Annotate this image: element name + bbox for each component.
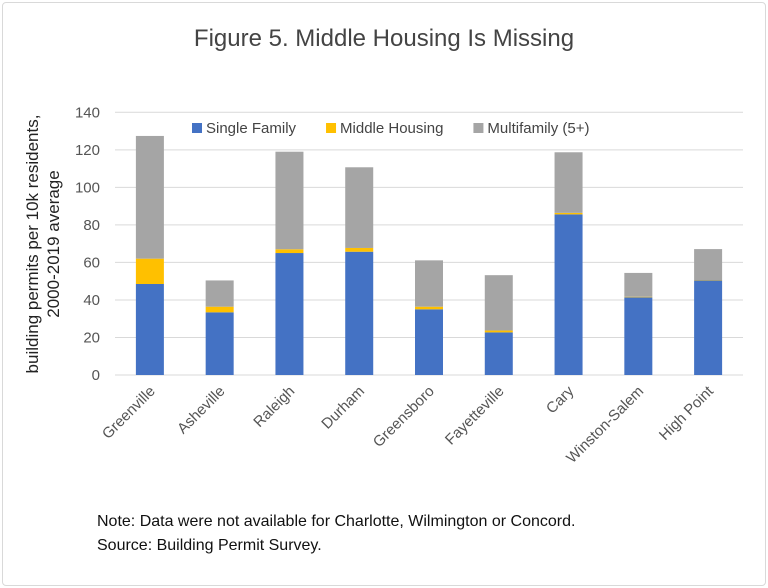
- y-tick-label: 100: [75, 179, 100, 196]
- y-tick-label: 40: [83, 292, 100, 309]
- bar-middle-housing-greensboro: [415, 306, 443, 310]
- bar-multifamily--cary: [554, 152, 583, 213]
- legend-label: Multifamily (5+): [487, 120, 589, 137]
- bar-middle-housing-raleigh: [275, 249, 304, 254]
- bar-multifamily--greensboro: [415, 260, 443, 307]
- x-tick-label: Fayetteville: [442, 383, 508, 449]
- legend-swatch: [473, 123, 484, 133]
- legend-label: Middle Housing: [340, 120, 443, 137]
- bar-single-family-greenville: [135, 283, 164, 375]
- y-tick-label: 0: [92, 367, 100, 384]
- x-tick-label: Greensboro: [370, 383, 438, 451]
- bar-multifamily--winston-salem: [624, 272, 653, 297]
- legend-label: Single Family: [206, 120, 297, 137]
- x-tick-label: Cary: [543, 382, 578, 417]
- bar-single-family-raleigh: [275, 253, 304, 375]
- y-tick-label: 80: [83, 217, 100, 234]
- bar-multifamily--fayetteville: [484, 275, 513, 331]
- bar-middle-housing-fayetteville: [484, 330, 513, 333]
- x-tick-label: High Point: [656, 382, 718, 444]
- bar-multifamily--raleigh: [275, 151, 304, 250]
- chart-title: Figure 5. Middle Housing Is Missing: [194, 25, 574, 52]
- bar-single-family-durham: [345, 251, 374, 375]
- x-tick-label: Raleigh: [250, 383, 298, 431]
- legend-swatch: [192, 123, 202, 133]
- bar-middle-housing-durham: [345, 247, 374, 252]
- bar-multifamily--greenville: [135, 135, 164, 259]
- bar-middle-housing-cary: [554, 212, 583, 215]
- bar-single-family-cary: [554, 214, 583, 375]
- bar-middle-housing-winston-salem: [624, 296, 653, 298]
- y-tick-label: 20: [83, 329, 100, 346]
- y-tick-label: 140: [75, 104, 100, 121]
- bar-multifamily--high point: [694, 249, 723, 281]
- legend-swatch: [326, 123, 337, 133]
- bar-single-family-asheville: [205, 312, 234, 375]
- bar-single-family-winston-salem: [624, 297, 653, 375]
- y-tick-label: 120: [75, 142, 100, 159]
- bar-multifamily--durham: [345, 167, 374, 248]
- source-text: Source: Building Permit Survey.: [97, 537, 322, 554]
- note-text: Note: Data were not available for Charlo…: [97, 513, 576, 530]
- bar-single-family-fayetteville: [484, 332, 513, 375]
- y-tick-label: 60: [83, 254, 100, 271]
- y-axis-label: building permits per 10k residents, 2000-…: [23, 115, 63, 374]
- bar-middle-housing-greenville: [135, 258, 164, 284]
- x-tick-label: Greenville: [99, 383, 159, 443]
- bar-single-family-high point: [694, 280, 723, 375]
- bar-multifamily--asheville: [205, 280, 234, 307]
- x-tick-label: Asheville: [174, 383, 228, 437]
- bar-single-family-greensboro: [415, 309, 443, 375]
- x-tick-label: Durham: [318, 383, 368, 433]
- bar-middle-housing-asheville: [205, 306, 234, 313]
